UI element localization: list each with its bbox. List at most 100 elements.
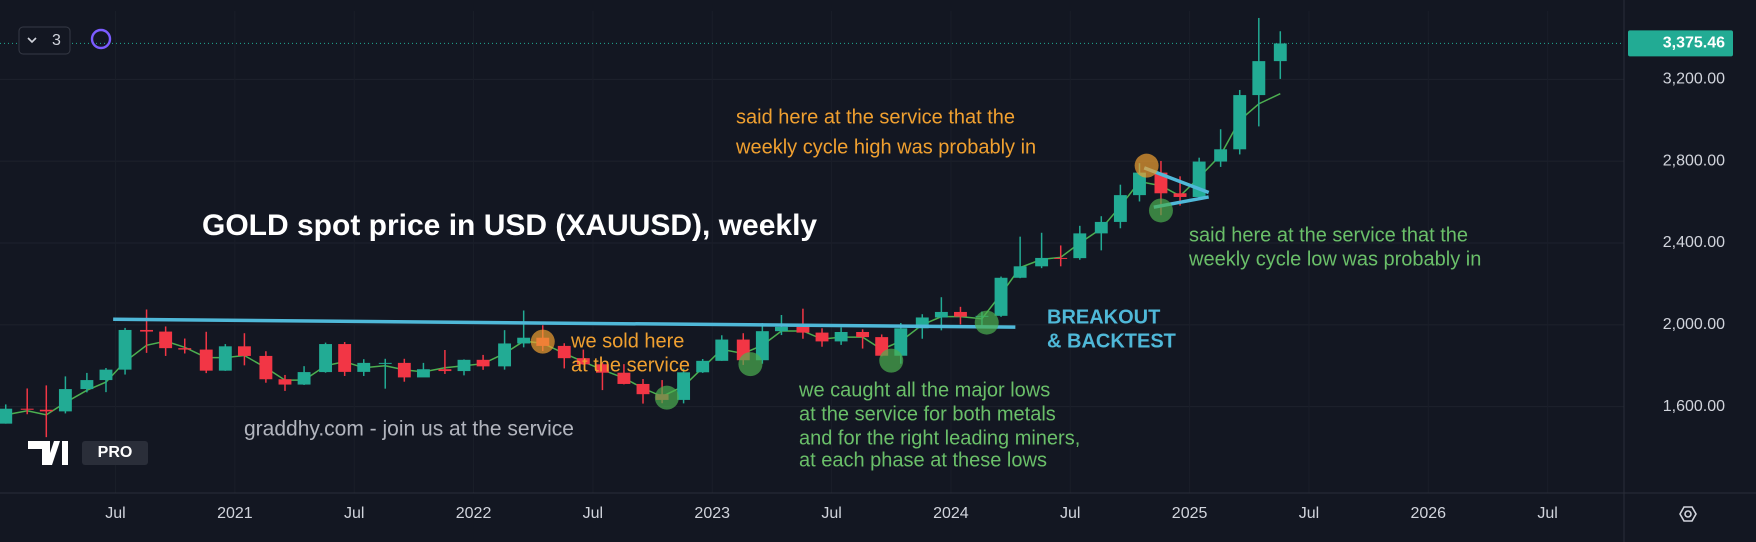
annotation: & BACKTEST	[1047, 330, 1176, 352]
chevron-icon	[27, 37, 37, 44]
candle-body	[934, 311, 948, 318]
candle-body	[1054, 257, 1068, 259]
x-tick-label: Jul	[821, 505, 841, 522]
candle-body	[1273, 43, 1287, 62]
annotation: said here at the service that the	[1189, 224, 1468, 246]
x-tick-label: Jul	[1537, 505, 1557, 522]
annotation: BREAKOUT	[1047, 306, 1160, 328]
last-price-label: 3,375.46	[1663, 35, 1725, 52]
candle-body	[696, 360, 710, 373]
logo-mark	[28, 441, 68, 465]
candle-body	[397, 362, 411, 378]
candle-body	[994, 277, 1008, 316]
highlight-marker	[1148, 198, 1173, 223]
candle-body	[118, 329, 132, 370]
gear	[1679, 506, 1697, 522]
candle-body	[517, 337, 531, 344]
candle-body	[438, 369, 452, 372]
candle-body	[416, 369, 430, 378]
annotation: at the service	[571, 354, 690, 376]
candle-body	[755, 331, 769, 361]
highlight-marker	[974, 310, 999, 335]
candle-body	[915, 317, 929, 329]
candle-body	[58, 389, 72, 412]
candle-body	[1013, 266, 1027, 278]
candle-body	[498, 343, 512, 367]
candle-body	[237, 346, 251, 356]
candle-body	[140, 329, 153, 332]
x-tick-label: Jul	[1060, 505, 1080, 522]
candle-body	[1035, 257, 1049, 267]
toolbar-button[interactable]: 3	[18, 26, 71, 55]
candle-body	[1094, 221, 1108, 234]
candle-body	[894, 328, 908, 356]
candle-body	[856, 331, 870, 338]
candle-body	[99, 369, 113, 381]
candle-body	[677, 372, 691, 400]
trendline	[113, 317, 1016, 329]
candle-body	[1133, 172, 1146, 196]
annotation: weekly cycle low was probably in	[1188, 248, 1481, 270]
candle-body	[278, 379, 292, 385]
candle-body	[954, 311, 967, 317]
candle-body	[1252, 61, 1266, 96]
candle-body	[297, 372, 311, 385]
candle-body	[218, 346, 232, 371]
candle-body	[20, 408, 34, 410]
candle-body	[1173, 193, 1187, 197]
candle-body	[338, 344, 352, 372]
y-tick-label: 2,000.00	[1663, 316, 1725, 333]
annotation: we sold here	[570, 330, 684, 352]
x-tick-label: 2024	[933, 505, 969, 522]
button-frame	[18, 26, 71, 55]
x-tick-label: 2023	[694, 505, 730, 522]
candle-body	[815, 332, 829, 342]
annotation: and for the right leading miners,	[799, 427, 1080, 449]
logo-text: PRO	[98, 444, 133, 461]
y-tick-label: 3,200.00	[1663, 71, 1725, 88]
y-tick-label: 2,800.00	[1663, 152, 1725, 169]
x-tick-label: 2021	[217, 505, 253, 522]
settings-icon[interactable]	[1679, 506, 1697, 522]
candle-body	[319, 344, 333, 373]
annotation: we caught all the major lows	[798, 379, 1050, 401]
x-tick-label: Jul	[1299, 505, 1319, 522]
candle-body	[1214, 149, 1228, 162]
marks	[0, 11, 1624, 493]
candle-body	[378, 362, 392, 364]
chart-title: GOLD spot price in USD (XAUUSD), weekly	[202, 209, 817, 242]
x-tick-label: 2022	[456, 505, 492, 522]
candle-body	[557, 345, 571, 359]
x-tick-label: Jul	[344, 505, 364, 522]
candle-body	[834, 331, 848, 342]
sync-icon[interactable]	[90, 28, 112, 50]
logo-badge	[82, 441, 148, 465]
annotation: at each phase at these lows	[799, 449, 1047, 471]
candle-body	[357, 362, 371, 372]
gear-center	[1684, 510, 1692, 518]
logo: PRO	[28, 441, 148, 465]
candle-body	[178, 348, 192, 350]
sync-ring	[90, 28, 112, 50]
highlight-marker	[1134, 153, 1159, 178]
candle-body	[1073, 233, 1087, 259]
candle-body	[715, 339, 729, 361]
candle-body	[576, 358, 590, 365]
annotation: said here at the service that the	[736, 106, 1015, 128]
candle-body	[617, 372, 631, 384]
candle-body	[0, 408, 13, 424]
candle-body	[80, 380, 94, 390]
candle-body	[775, 326, 788, 332]
candle-body	[457, 359, 471, 372]
watermark: graddhy.com - join us at the service	[244, 418, 574, 441]
candle-body	[1233, 95, 1247, 150]
x-tick-label: 2025	[1172, 505, 1208, 522]
annotation: weekly cycle high was probably in	[735, 136, 1036, 158]
x-tick-label: Jul	[105, 505, 125, 522]
candle-body	[39, 409, 53, 412]
highlight-marker	[530, 329, 555, 354]
last-price-box	[1628, 30, 1733, 57]
candle-body	[796, 326, 810, 333]
